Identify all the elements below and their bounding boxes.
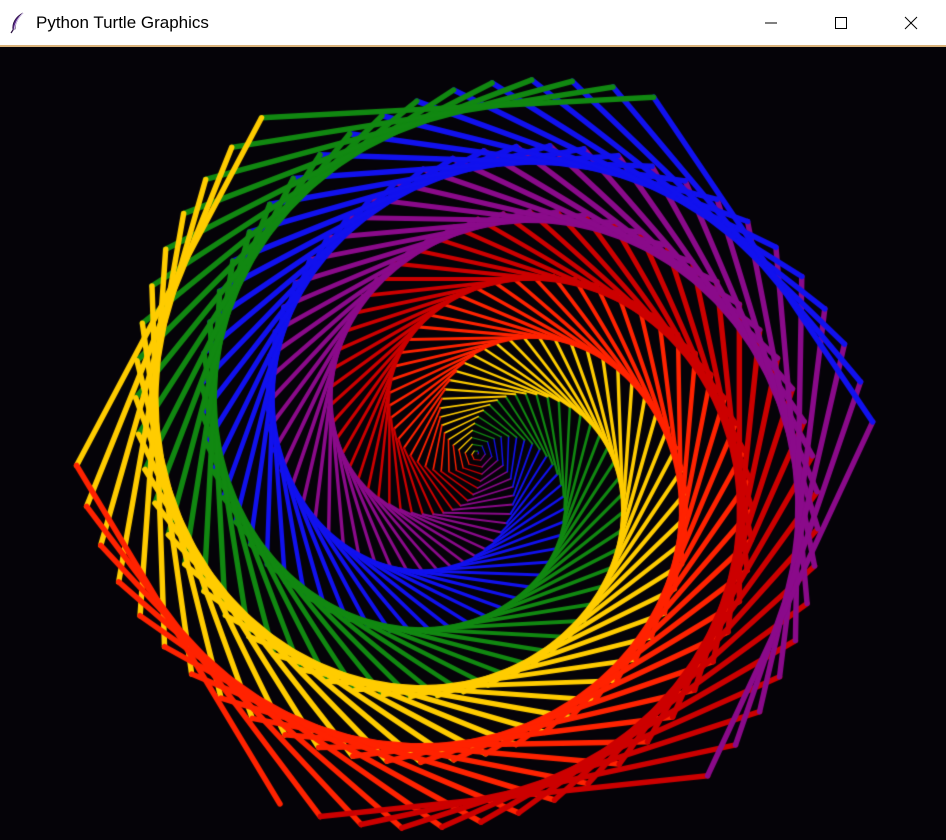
turtle-canvas-area[interactable] (0, 47, 946, 840)
minimize-button[interactable] (736, 0, 806, 45)
window-controls (736, 0, 946, 45)
turtle-drawing-canvas[interactable] (0, 47, 946, 840)
title-bar[interactable]: Python Turtle Graphics (0, 0, 946, 45)
close-button[interactable] (876, 0, 946, 45)
title-bar-border (0, 45, 946, 47)
feather-icon[interactable] (6, 11, 30, 35)
maximize-button[interactable] (806, 0, 876, 45)
maximize-icon (835, 16, 847, 29)
close-icon (904, 16, 918, 29)
window-title: Python Turtle Graphics (36, 12, 209, 32)
minimize-icon (765, 22, 777, 23)
